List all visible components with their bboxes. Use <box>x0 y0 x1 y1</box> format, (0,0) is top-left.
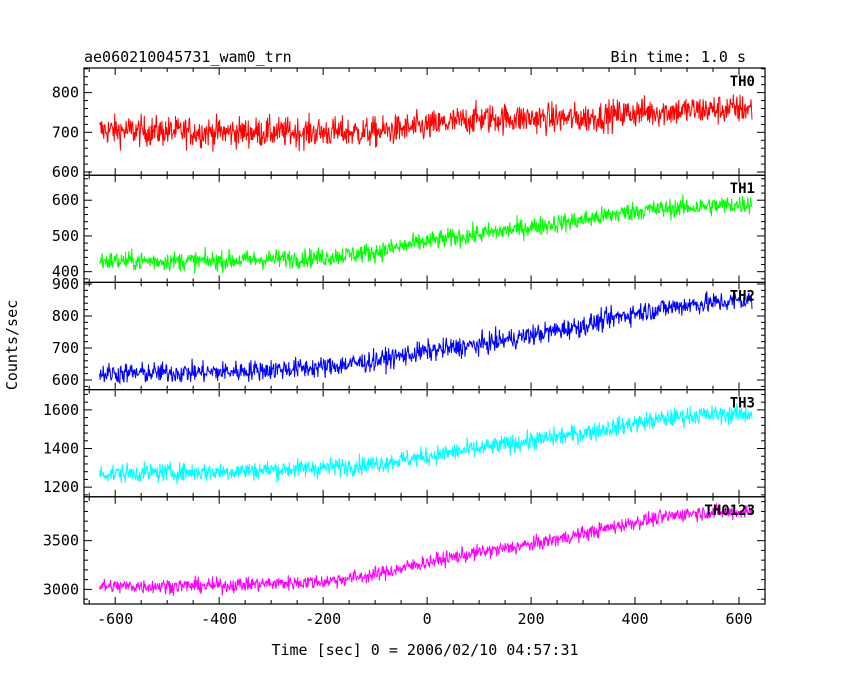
panel-th2: 600 700 800 900 TH2 <box>52 275 766 391</box>
panel-th1: 400 500 600 TH1 <box>52 174 766 283</box>
channel-label: TH0 <box>730 74 755 90</box>
series-line-th1 <box>99 194 753 274</box>
panel-th0123: 3000 3500 TH0123 <box>43 496 766 605</box>
x-axis-ticks: -600 -400 -200 0 200 400 600 <box>97 610 752 628</box>
series-line-th2 <box>99 291 753 385</box>
x-tick-label: 0 <box>423 610 432 628</box>
series-line-th0123 <box>99 503 753 596</box>
y-tick-label: 500 <box>52 227 79 245</box>
chart-title: ae060210045731_wam0_trn <box>84 48 292 66</box>
y-tick-label: 1400 <box>43 440 79 458</box>
y-axis-label: Counts/sec <box>3 300 21 390</box>
y-tick-label: 600 <box>52 163 79 181</box>
panels: 600 700 800 TH0 400 500 600 TH1 600 700 800 900 TH2 1… <box>43 67 766 605</box>
channel-label: TH2 <box>730 288 755 304</box>
y-tick-label: 600 <box>52 371 79 389</box>
x-tick-label: 200 <box>518 610 545 628</box>
y-tick-label: 700 <box>52 123 79 141</box>
y-tick-label: 700 <box>52 339 79 357</box>
y-tick-label: 1600 <box>43 401 79 419</box>
y-tick-label: 1200 <box>43 478 79 496</box>
y-tick-label: 600 <box>52 191 79 209</box>
x-tick-label: -400 <box>201 610 237 628</box>
panel-th0: 600 700 800 TH0 <box>52 67 766 181</box>
y-tick-label: 800 <box>52 84 79 102</box>
panel-th3: 1200 1400 1600 TH3 <box>43 389 766 498</box>
panel-frame <box>83 174 766 283</box>
y-tick-label: 3000 <box>43 580 79 598</box>
x-axis-label: Time [sec] 0 = 2006/02/10 04:57:31 <box>271 641 578 659</box>
channel-label: TH3 <box>730 396 755 412</box>
series-line-th3 <box>99 403 753 485</box>
x-tick-label: 600 <box>725 610 752 628</box>
x-tick-label: -600 <box>97 610 133 628</box>
channel-label: TH0123 <box>704 503 755 519</box>
y-tick-label: 3500 <box>43 532 79 550</box>
y-tick-label: 800 <box>52 307 79 325</box>
panel-frame <box>83 389 766 498</box>
y-tick-label: 400 <box>52 263 79 281</box>
panel-frame <box>83 496 766 605</box>
y-tick-label: 900 <box>52 275 79 293</box>
x-tick-label: -200 <box>305 610 341 628</box>
channel-label: TH1 <box>730 181 755 197</box>
bin-time-label: Bin time: 1.0 s <box>611 48 746 66</box>
x-tick-label: 400 <box>621 610 648 628</box>
panel-frame <box>83 281 766 391</box>
series-line-th0 <box>99 94 753 152</box>
